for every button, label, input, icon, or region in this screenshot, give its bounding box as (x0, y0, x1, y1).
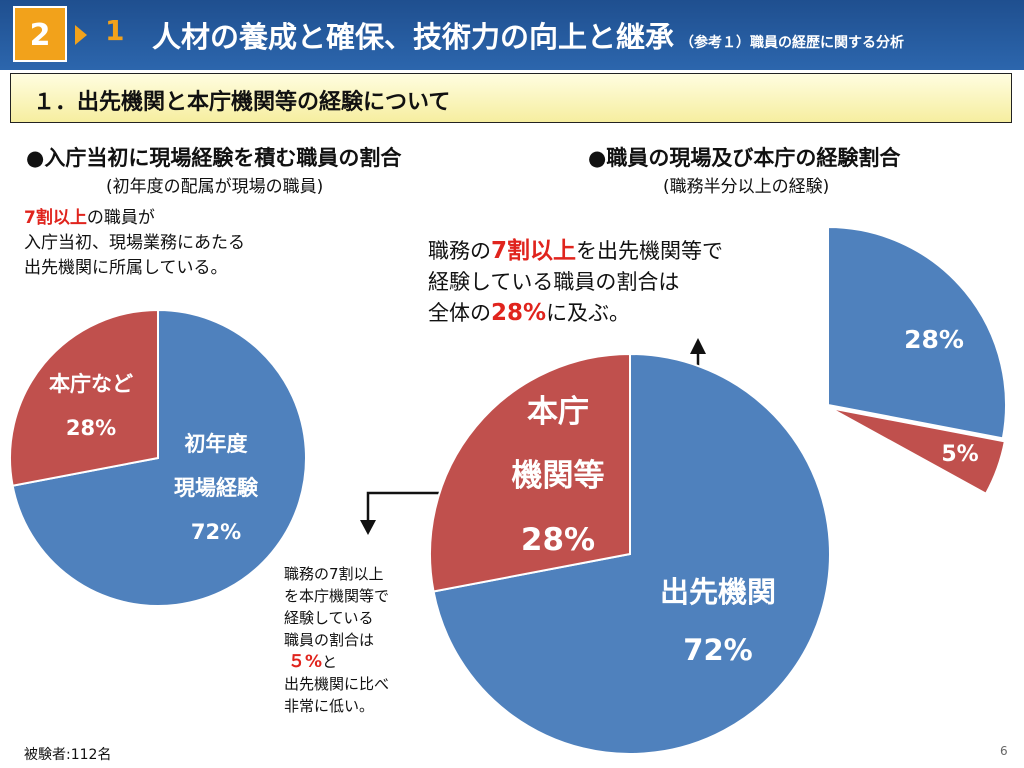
down-arrow-line (366, 491, 466, 522)
page-title: 人材の養成と確保、技術力の向上と継承 （参考１）職員の経歴に関する分析 (152, 14, 904, 56)
right-note-line2: 経験している職員の割合は (428, 270, 680, 294)
sample-size: 被験者:112名 (24, 747, 112, 763)
subsection-number: 1 (105, 14, 125, 47)
pie3-label-28-0: 28% (904, 325, 964, 354)
left-subheading: (初年度の配属が現場の職員) (106, 177, 324, 197)
pie2-label-honcho-2: 28% (521, 522, 595, 558)
bottom-note-line7: 非常に低い。 (284, 697, 375, 715)
left-note: 7割以上の職員が 入庁当初、現場業務にあたる 出先機関に所属している。 (24, 206, 245, 281)
header-bar: 2 1 人材の養成と確保、技術力の向上と継承 （参考１）職員の経歴に関する分析 (0, 0, 1024, 70)
pie2-label-desaki-0: 出先機関 (660, 575, 776, 609)
page-number: 6 (1000, 744, 1008, 758)
bottom-note-line4: 職員の割合は (284, 631, 375, 649)
right-note-red2: 28% (491, 300, 547, 326)
pie1-slice-genba (11, 308, 307, 607)
right-note-b: を出先機関等で (576, 239, 724, 263)
title-main: 人材の養成と確保、技術力の向上と継承 (152, 20, 675, 54)
pie1-label-genba-1: 現場経験 (174, 476, 259, 500)
right-note-c: 全体の (428, 301, 491, 325)
left-note-line2: 入庁当初、現場業務にあたる (24, 233, 245, 253)
title-subtitle: （参考１）職員の経歴に関する分析 (680, 35, 905, 51)
right-subheading: (職務半分以上の経験) (663, 177, 830, 197)
right-note-d: に及ぶ。 (546, 301, 631, 325)
left-note-line3: 出先機関に所属している。 (24, 258, 228, 278)
bottom-note-red-suffix: と (322, 653, 338, 671)
right-note-line1: 職務の7割以上を出先機関等で (428, 236, 723, 267)
left-note-red: 7割以上 (24, 208, 87, 228)
pie1-label-genba-0: 初年度 (185, 432, 248, 456)
bottom-note-line3: 経験している (284, 609, 374, 627)
bottom-note: 職務の7割以上 を本庁機関等で 経験している 職員の割合は ５%と 出先機関に比… (284, 563, 389, 717)
bottom-note-red: ５% (288, 652, 323, 672)
right-heading: ●職員の現場及び本庁の経験割合 (588, 146, 901, 170)
pie2-slice-honcho (429, 352, 631, 593)
left-note-line1: 7割以上の職員が (24, 206, 245, 231)
pie1-label-honcho-1: 28% (66, 416, 116, 440)
bottom-note-line2: を本庁機関等で (284, 587, 390, 605)
pie2-slice-desaki (432, 352, 831, 755)
pie3-slice-28 (827, 225, 1007, 440)
pie2-label-honcho-1: 機関等 (512, 458, 605, 494)
pie1-slice-honcho (9, 308, 159, 487)
pie2-label-desaki-1: 72% (683, 633, 752, 667)
right-note: 職務の7割以上を出先機関等で 経験している職員の割合は 全体の28%に及ぶ。 (428, 236, 723, 329)
section-banner: １．出先機関と本庁機関等の経験について (10, 73, 1012, 123)
down-arrow-icon (360, 520, 376, 535)
banner-text: １．出先機関と本庁機関等の経験について (33, 90, 451, 115)
left-heading: ●入庁当初に現場経験を積む職員の割合 (26, 146, 402, 170)
bottom-note-line5: ５%と (284, 651, 389, 673)
pie3-slice-5 (829, 407, 1007, 496)
pie3-label-5-0: 5% (941, 442, 978, 467)
pie2-label-honcho-0: 本庁 (527, 394, 589, 430)
left-note-line1-rest: の職員が (86, 208, 155, 228)
section-number: 2 (13, 6, 67, 62)
triangle-arrow-icon (75, 25, 87, 45)
right-note-a: 職務の (428, 239, 491, 263)
pie1-label-honcho-0: 本庁など (49, 372, 133, 396)
right-note-red1: 7割以上 (491, 238, 577, 264)
bottom-note-line6: 出先機関に比べ (284, 675, 390, 693)
up-arrow-icon (690, 338, 706, 354)
pie1-label-genba-2: 72% (191, 520, 241, 544)
bottom-note-line1: 職務の7割以上 (284, 565, 384, 583)
right-note-line3: 全体の28%に及ぶ。 (428, 298, 723, 329)
